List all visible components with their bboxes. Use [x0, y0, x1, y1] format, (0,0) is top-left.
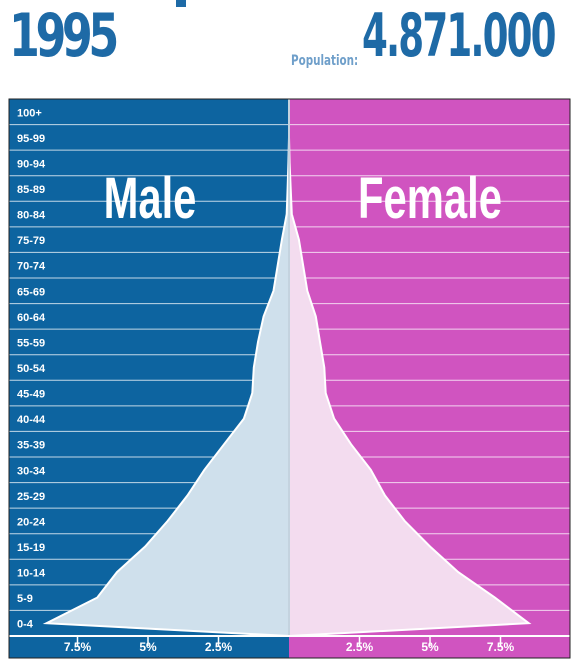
- female-x-tick-label: 7.5%: [487, 640, 515, 654]
- age-group-label: 85-89: [17, 184, 45, 196]
- age-group-label: 0-4: [17, 619, 34, 631]
- age-group-label: 30-34: [17, 465, 46, 477]
- x-ticks: 7.5% 5% 2.5% 2.5% 5% 7.5%: [64, 636, 515, 654]
- age-group-label: 65-69: [17, 286, 45, 298]
- male-x-tick-label: 5%: [139, 640, 157, 654]
- female-panel-label: Female: [358, 165, 502, 230]
- age-group-label: 45-49: [17, 389, 45, 401]
- age-group-label: 100+: [17, 107, 42, 119]
- age-group-label: 20-24: [17, 516, 46, 528]
- age-group-label: 15-19: [17, 542, 45, 554]
- age-group-label: 80-84: [17, 210, 46, 222]
- age-group-label: 5-9: [17, 593, 33, 605]
- population-label: Population:: [291, 53, 359, 69]
- age-group-label: 75-79: [17, 235, 45, 247]
- age-group-label: 10-14: [17, 568, 46, 580]
- male-x-tick-label: 7.5%: [64, 640, 92, 654]
- age-labels: 0-4 5-9 10-14 15-19 20-24 25-29 30-34 35-39 40-4…: [17, 107, 46, 630]
- age-group-label: 40-44: [17, 414, 46, 426]
- chart-border: [8, 98, 571, 659]
- age-group-label: 50-54: [17, 363, 46, 375]
- age-group-label: 60-64: [17, 312, 46, 324]
- year-label: 1995: [9, 1, 119, 71]
- female-x-tick-label: 2.5%: [346, 640, 374, 654]
- age-group-label: 55-59: [17, 337, 45, 349]
- title-fragment: [176, 0, 186, 7]
- male-panel-label: Male: [104, 165, 197, 230]
- age-group-label: 90-94: [17, 158, 46, 170]
- age-group-label: 95-99: [17, 133, 45, 145]
- population-value: 4.871.000: [362, 1, 557, 71]
- male-x-tick-label: 2.5%: [205, 640, 233, 654]
- age-group-label: 35-39: [17, 440, 45, 452]
- age-group-label: 25-29: [17, 491, 45, 503]
- female-x-tick-label: 5%: [421, 640, 439, 654]
- age-group-label: 70-74: [17, 261, 46, 273]
